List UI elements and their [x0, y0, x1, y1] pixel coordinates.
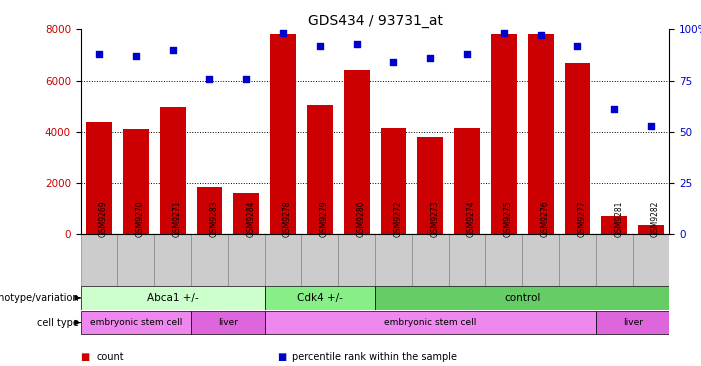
Bar	[417, 137, 443, 234]
Bar	[86, 122, 112, 234]
Text: GSM9284: GSM9284	[246, 201, 255, 237]
FancyBboxPatch shape	[228, 234, 265, 286]
Bar	[638, 225, 664, 234]
Point	[130, 53, 142, 59]
Point	[461, 51, 472, 57]
Text: genotype/variation: genotype/variation	[0, 293, 79, 303]
Text: cell type: cell type	[37, 318, 79, 328]
Text: GSM9280: GSM9280	[357, 201, 366, 237]
FancyBboxPatch shape	[81, 287, 265, 310]
Text: ■: ■	[277, 352, 286, 362]
Bar	[564, 63, 590, 234]
Point	[314, 43, 325, 49]
FancyBboxPatch shape	[632, 234, 669, 286]
FancyBboxPatch shape	[485, 234, 522, 286]
Text: GSM9271: GSM9271	[172, 201, 182, 237]
Point	[93, 51, 104, 57]
Bar	[528, 34, 554, 234]
FancyBboxPatch shape	[412, 234, 449, 286]
Bar	[233, 193, 259, 234]
Text: GSM9273: GSM9273	[430, 200, 440, 237]
Text: GSM9282: GSM9282	[651, 201, 660, 237]
Point	[388, 59, 399, 65]
Text: GSM9274: GSM9274	[467, 200, 476, 237]
Bar	[601, 216, 627, 234]
Text: percentile rank within the sample: percentile rank within the sample	[292, 352, 457, 362]
FancyBboxPatch shape	[338, 234, 375, 286]
Text: GSM9278: GSM9278	[283, 201, 292, 237]
Point	[351, 41, 362, 46]
Text: GSM9279: GSM9279	[320, 200, 329, 237]
FancyBboxPatch shape	[154, 234, 191, 286]
Text: count: count	[96, 352, 123, 362]
FancyBboxPatch shape	[596, 311, 669, 334]
Point	[646, 123, 657, 128]
Text: GSM9269: GSM9269	[99, 200, 108, 237]
FancyBboxPatch shape	[522, 234, 559, 286]
FancyBboxPatch shape	[191, 234, 228, 286]
FancyBboxPatch shape	[449, 234, 485, 286]
FancyBboxPatch shape	[559, 234, 596, 286]
Point	[204, 75, 215, 81]
Point	[167, 47, 178, 53]
FancyBboxPatch shape	[375, 287, 669, 310]
Point	[572, 43, 583, 49]
Bar	[381, 128, 407, 234]
FancyBboxPatch shape	[265, 234, 301, 286]
Bar	[123, 129, 149, 234]
Text: GSM9276: GSM9276	[540, 200, 550, 237]
Point	[498, 30, 510, 36]
Text: GSM9283: GSM9283	[210, 201, 219, 237]
Text: GSM9277: GSM9277	[578, 200, 587, 237]
Text: embryonic stem cell: embryonic stem cell	[384, 318, 477, 327]
FancyBboxPatch shape	[375, 234, 412, 286]
Bar	[196, 187, 222, 234]
Bar	[270, 34, 296, 234]
Bar	[343, 70, 369, 234]
Point	[425, 55, 436, 61]
Text: GSM9281: GSM9281	[614, 201, 623, 237]
Bar	[454, 128, 480, 234]
FancyBboxPatch shape	[265, 311, 596, 334]
Point	[278, 30, 289, 36]
FancyBboxPatch shape	[81, 311, 191, 334]
Bar	[160, 108, 186, 234]
Point	[608, 107, 620, 112]
Point	[240, 75, 252, 81]
Text: liver: liver	[622, 318, 643, 327]
Text: Abca1 +/-: Abca1 +/-	[147, 293, 198, 303]
Text: Cdk4 +/-: Cdk4 +/-	[297, 293, 343, 303]
Text: embryonic stem cell: embryonic stem cell	[90, 318, 182, 327]
Text: ■: ■	[81, 352, 90, 362]
FancyBboxPatch shape	[81, 234, 118, 286]
Text: GSM9270: GSM9270	[136, 200, 145, 237]
FancyBboxPatch shape	[301, 234, 338, 286]
Point	[535, 33, 546, 38]
Bar	[491, 34, 517, 234]
Text: GSM9272: GSM9272	[393, 201, 402, 237]
FancyBboxPatch shape	[118, 234, 154, 286]
FancyBboxPatch shape	[596, 234, 632, 286]
FancyBboxPatch shape	[265, 287, 375, 310]
Text: GSM9275: GSM9275	[504, 200, 513, 237]
Text: control: control	[504, 293, 540, 303]
Text: liver: liver	[218, 318, 238, 327]
Title: GDS434 / 93731_at: GDS434 / 93731_at	[308, 14, 442, 28]
Bar	[307, 105, 333, 234]
FancyBboxPatch shape	[191, 311, 265, 334]
